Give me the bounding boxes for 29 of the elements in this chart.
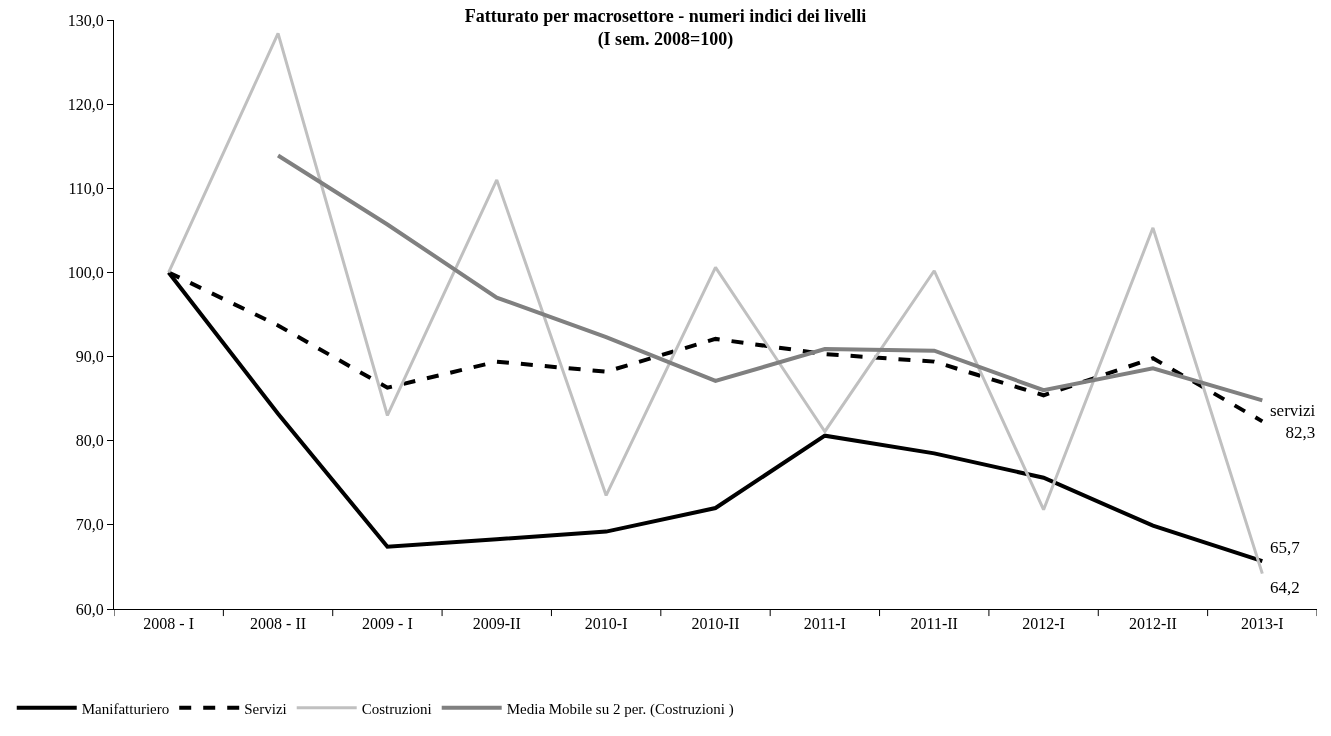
x-tick-label: 2009-II [472, 615, 521, 633]
legend-label: Costruzioni [361, 700, 432, 717]
y-tick-label: 100,0 [67, 264, 104, 282]
legend-label: Media Mobile su 2 per. (Costruzioni ) [506, 700, 734, 718]
legend-label: Manifatturiero [81, 700, 170, 717]
y-tick-label: 130,0 [67, 11, 104, 29]
y-tick-label: 120,0 [67, 95, 104, 113]
y-tick-label: 90,0 [75, 348, 104, 366]
chart-title: Fatturato per macrosettore - numeri indici dei livelli (I sem. 2008=100) [464, 6, 867, 51]
x-tick-label: 2008 - I [143, 615, 195, 633]
legend-label: Servizi [244, 700, 287, 717]
y-tick-label: 60,0 [75, 600, 104, 618]
x-tick-label: 2008 - II [250, 615, 307, 633]
y-tick-label: 80,0 [75, 432, 104, 450]
x-tick-label: 2012-I [1022, 615, 1065, 633]
annotation: 65,7 [1270, 538, 1301, 557]
x-tick-label: 2011-I [803, 615, 846, 633]
x-tick-label: 2009 - I [362, 615, 413, 633]
annotation: 64,2 [1270, 578, 1300, 597]
x-tick-label: 2010-II [691, 615, 740, 633]
x-tick-label: 2010-I [584, 615, 628, 633]
y-tick-label: 70,0 [75, 516, 104, 534]
annotation: servizi 82,3 [1270, 401, 1316, 443]
y-tick-label: 110,0 [68, 179, 104, 197]
x-tick-label: 2013-I [1240, 615, 1284, 633]
line-series [167, 31, 1264, 576]
x-tick-label: 2011-II [910, 615, 958, 633]
x-tick-label: 2012-II [1128, 615, 1177, 633]
line-series [276, 153, 1265, 403]
